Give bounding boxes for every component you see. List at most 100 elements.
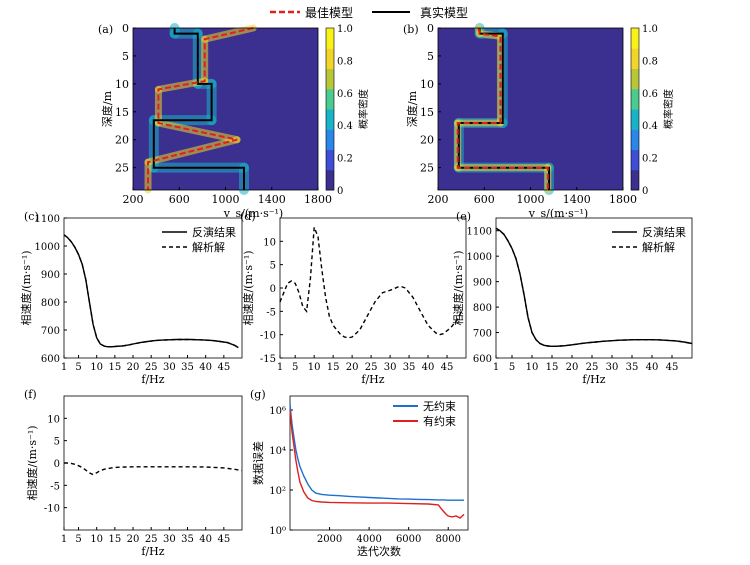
y-axis-label: 数据误差 [251, 441, 265, 485]
legend-label: 无约束 [423, 400, 456, 413]
panel-label: (c) [24, 210, 39, 223]
x-tick-label: 600 [474, 193, 495, 206]
best-model-line [456, 27, 549, 190]
y-axis-label: 相速度/(m·s⁻¹) [25, 425, 39, 500]
colorbar-segment [631, 129, 639, 150]
y-tick-label: 5 [122, 50, 129, 63]
y-axis-label: 相速度/(m·s⁻¹) [241, 250, 255, 325]
x-tick-label: 30 [606, 362, 619, 373]
x-tick-label: 15 [546, 362, 559, 373]
x-tick-label: 25 [145, 362, 158, 373]
panel-label: (f) [24, 388, 37, 401]
x-tick-label: 6000 [396, 534, 421, 545]
y-tick-label: 1100 [467, 227, 492, 238]
y-tick-label: 0 [427, 22, 434, 35]
y-tick-label: 800 [473, 303, 492, 314]
x-tick-label: 4000 [356, 534, 381, 545]
colorbar-tick-label: 0.4 [642, 121, 658, 132]
colorbar-tick-label: 0.6 [642, 89, 658, 100]
x-tick-label: 1 [493, 362, 499, 373]
x-tick-label: 1800 [304, 193, 332, 206]
colorbar-tick-label: 0.2 [337, 154, 353, 165]
colorbar-segment [326, 68, 334, 90]
colorbar-segment [631, 68, 639, 90]
x-tick-label: 40 [646, 362, 659, 373]
colorbar-label: 概率密度 [662, 89, 675, 129]
true-model-line [152, 28, 245, 190]
x-tick-label: 200 [428, 193, 449, 206]
colorbar-segment [326, 169, 334, 191]
y-tick-label: -5 [50, 481, 60, 492]
y-tick-label: 900 [41, 270, 60, 281]
y-tick-label: 600 [473, 354, 492, 365]
series-line-constrained [289, 409, 465, 519]
legend-label: 解析解 [642, 240, 675, 254]
x-axis-label: f/Hz [582, 373, 605, 386]
x-tick-label: 20 [346, 362, 359, 373]
colorbar-tick-label: 1.0 [337, 24, 353, 35]
colorbar-tick-label: 1.0 [642, 24, 658, 35]
x-tick-label: 1000 [517, 193, 545, 206]
x-tick-label: 35 [626, 362, 639, 373]
y-axis-label: 深度/m [405, 90, 419, 127]
x-tick-label: 45 [666, 362, 679, 373]
x-tick-label: 20 [566, 362, 579, 373]
y-tick-label: 10⁰ [269, 526, 286, 537]
y-tick-label: 15 [420, 106, 434, 119]
x-axis-label: f/Hz [141, 545, 164, 558]
x-tick-label: 40 [199, 534, 212, 545]
colorbar-segment [631, 169, 639, 191]
legend-label: 反演结果 [642, 225, 686, 239]
x-axis-label: f/Hz [361, 373, 384, 386]
x-tick-label: 15 [108, 362, 121, 373]
y-tick-label: -15 [260, 354, 276, 365]
x-tick-label: 45 [217, 534, 230, 545]
x-tick-label: 40 [199, 362, 212, 373]
colorbar-tick-label: 0.8 [642, 56, 658, 67]
series-line-unconstrained [289, 403, 464, 501]
y-axis-label: 相速度/(m·s⁻¹) [451, 250, 465, 325]
legend-label: 反演结果 [192, 225, 236, 239]
y-axis-label: 相速度/(m·s⁻¹) [19, 250, 33, 325]
panel-label: (e) [456, 210, 471, 223]
panel-label: (d) [240, 210, 256, 223]
y-tick-label: 800 [41, 298, 60, 309]
colorbar-tick-label: 0 [642, 186, 648, 197]
y-tick-label: 5 [54, 437, 60, 448]
x-tick-label: 2000 [317, 534, 342, 545]
y-tick-label: 1000 [35, 242, 60, 253]
x-tick-label: 5 [75, 534, 81, 545]
x-tick-label: 30 [163, 362, 176, 373]
series-line-analytic [63, 234, 239, 349]
x-tick-label: 45 [217, 362, 230, 373]
x-tick-label: 45 [441, 362, 454, 373]
colorbar-tick-label: 0.2 [642, 154, 658, 165]
panel-label: (g) [250, 388, 266, 401]
y-tick-label: 700 [41, 326, 60, 337]
colorbar-tick-label: 0.8 [337, 56, 353, 67]
y-tick-label: 10⁴ [269, 446, 286, 457]
x-tick-label: 5 [292, 362, 298, 373]
colorbar-segment [326, 109, 334, 130]
y-tick-label: 700 [473, 329, 492, 340]
y-tick-label: -5 [266, 307, 276, 318]
x-tick-label: 20 [127, 534, 140, 545]
colorbar-segment [631, 48, 639, 69]
x-tick-label: 15 [327, 362, 340, 373]
colorbar-frame [630, 27, 640, 191]
y-tick-label: 5 [427, 50, 434, 63]
y-tick-label: 0 [122, 22, 129, 35]
y-tick-label: 1100 [35, 214, 60, 225]
colorbar-segment [631, 88, 639, 110]
y-tick-label: 20 [115, 134, 129, 147]
legend-label: 有约束 [423, 414, 456, 428]
colorbar-segment [326, 28, 334, 49]
colorbar-segment [631, 28, 639, 49]
plot-frame [495, 217, 693, 359]
x-tick-label: 1 [61, 362, 67, 373]
x-tick-label: 1400 [258, 193, 286, 206]
x-tick-label: 15 [108, 534, 121, 545]
panel-label: (a) [98, 23, 113, 36]
best-model-line [147, 27, 254, 190]
